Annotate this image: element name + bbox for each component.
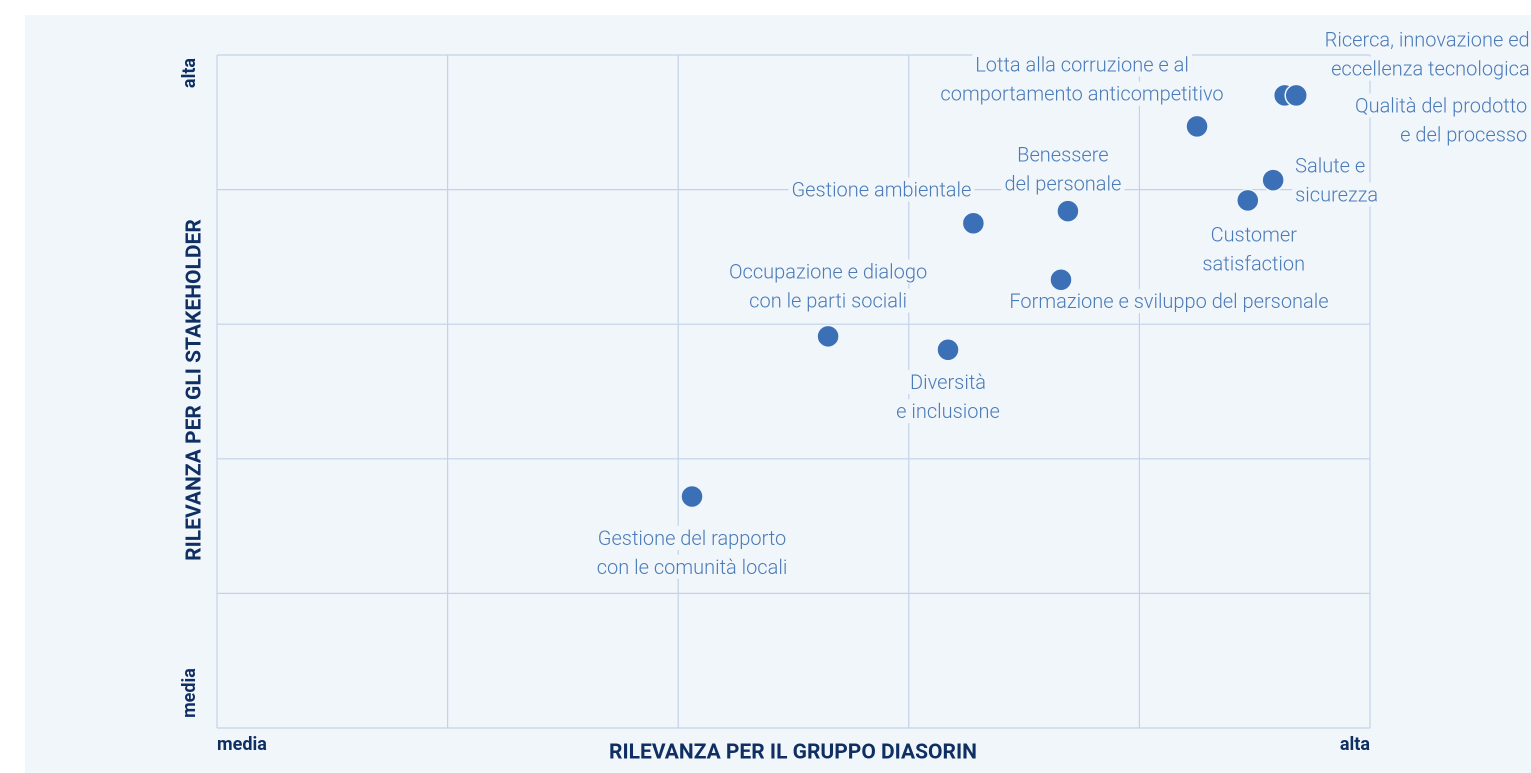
point-label: Salute e	[1295, 153, 1365, 177]
point-label: satisfaction	[1202, 252, 1305, 276]
point-label: sicurezza	[1295, 182, 1378, 206]
point-label: Gestione ambientale	[791, 178, 971, 202]
point-label: e del processo	[1400, 123, 1527, 147]
point-label: e inclusione	[896, 399, 1000, 423]
point	[680, 484, 704, 509]
label-background	[1352, 93, 1531, 118]
point-label: Lotta alla corruzione e al	[975, 53, 1189, 77]
point-label: Occupazione e dialogo	[729, 260, 927, 284]
point-label: con le parti sociali	[749, 289, 907, 313]
label-background	[1006, 289, 1332, 314]
y-tick-label: media	[179, 668, 200, 718]
point-label: Gestione del rapporto	[598, 526, 786, 550]
point-label: comportamento anticompetitivo	[940, 82, 1223, 106]
label-background	[1292, 153, 1369, 178]
y-tick-label: alta	[179, 58, 200, 88]
point	[1236, 188, 1260, 213]
x-tick-label: media	[217, 734, 267, 755]
point-label: Qualità del prodotto	[1355, 94, 1527, 118]
point-label: Diversità	[910, 370, 986, 394]
label-background	[937, 81, 1227, 106]
point-label: Formazione e sviluppo del personale	[1009, 289, 1328, 313]
point-label: con le comunità locali	[597, 555, 788, 579]
x-axis-title: RILEVANZA PER IL GRUPPO DIASORIN	[609, 741, 977, 765]
point	[936, 338, 960, 362]
label-background	[972, 52, 1192, 77]
label-background	[1328, 56, 1531, 81]
x-tick-label: alta	[1340, 734, 1370, 755]
label-background	[893, 399, 1003, 424]
label-background	[746, 288, 910, 313]
point	[1049, 268, 1073, 292]
label-background	[788, 177, 975, 202]
point	[1261, 168, 1285, 192]
point-label: eccellenza tecnologica	[1331, 57, 1530, 81]
labels: Ricerca, innovazione ed eccellenza tecnol…	[593, 27, 1531, 579]
label-background	[593, 554, 791, 579]
label-background	[907, 370, 989, 395]
y-axis-title: RILEVANZA PER GLI STAKEHOLDER	[183, 219, 207, 561]
label-background	[1397, 122, 1531, 147]
point-label: Benessere	[1017, 142, 1108, 166]
chart-background	[25, 15, 1531, 773]
label-background	[1292, 182, 1382, 207]
point	[816, 324, 840, 349]
label-background	[1014, 142, 1112, 167]
point-label: del personale	[1004, 171, 1121, 195]
point	[1185, 114, 1209, 139]
point-label: Customer	[1211, 223, 1298, 247]
point-label: Ricerca, innovazione ed	[1325, 28, 1530, 52]
point	[1284, 83, 1308, 108]
label-background	[1001, 171, 1125, 196]
label-background	[1207, 222, 1301, 247]
point	[1056, 199, 1080, 223]
label-background	[725, 259, 931, 284]
point	[961, 211, 986, 235]
grid	[216, 54, 1371, 729]
label-background	[1321, 27, 1531, 52]
label-background	[594, 525, 790, 550]
label-background	[1199, 251, 1309, 276]
